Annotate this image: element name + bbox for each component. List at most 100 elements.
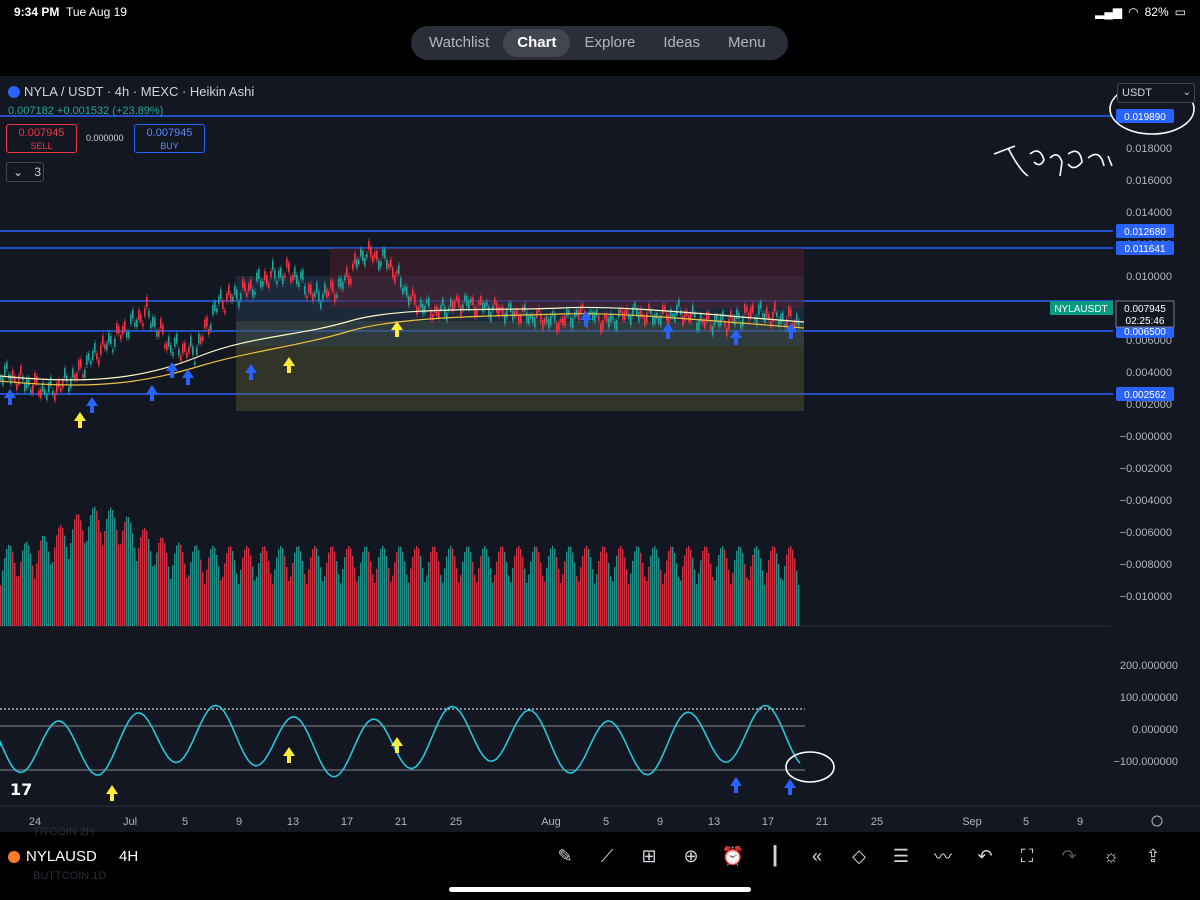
candle: [404, 285, 406, 292]
price-change: 0.007182 +0.001532 (+23.89%): [8, 105, 164, 117]
undo-icon[interactable]: ↶: [977, 845, 993, 866]
volume-bar: [496, 561, 498, 626]
settings-icon[interactable]: ☰: [892, 845, 910, 866]
volume-bar: [52, 562, 54, 626]
volume-bar: [724, 549, 726, 626]
volume-bar: [194, 545, 196, 626]
candles-icon[interactable]: ┃: [769, 845, 781, 866]
candle: [452, 301, 454, 312]
candle: [796, 314, 798, 324]
volume-bar: [686, 548, 688, 626]
volume-bar: [206, 569, 208, 626]
volume-bar: [134, 547, 136, 626]
candle: [16, 384, 18, 391]
time-tick-label: 9: [657, 816, 663, 828]
yellow-signal-arrow: [74, 412, 86, 428]
rewind-icon[interactable]: «: [811, 845, 822, 866]
sell-button[interactable]: 0.007945 SELL: [6, 124, 77, 153]
volume-bar: [288, 580, 290, 626]
candle: [340, 277, 342, 288]
buy-button[interactable]: 0.007945 BUY: [134, 124, 205, 153]
candle: [574, 311, 576, 318]
symbol-switcher[interactable]: NYLAUSD: [8, 848, 97, 865]
share-icon[interactable]: ⇪: [1145, 845, 1161, 866]
candle: [710, 325, 712, 331]
candle: [178, 349, 180, 356]
candle: [514, 311, 516, 318]
redo-icon[interactable]: ↷: [1061, 845, 1077, 866]
volume-bar: [384, 548, 386, 626]
chart-area[interactable]: 0.0180000.0160000.0140000.0120000.010000…: [0, 76, 1200, 832]
volume-bar: [324, 576, 326, 626]
volume-bar: [600, 551, 602, 626]
volume-bar: [254, 580, 256, 626]
candle: [726, 328, 728, 336]
volume-bar: [760, 558, 762, 626]
chart-style-icon[interactable]: 〰: [934, 847, 952, 867]
candle: [428, 297, 430, 307]
candle: [246, 292, 248, 297]
volume-bar: [20, 561, 22, 626]
candle: [448, 307, 450, 311]
volume-bar: [748, 580, 750, 626]
volume-bar: [76, 514, 78, 626]
coin-logo-icon: [8, 850, 20, 863]
tab-menu[interactable]: Menu: [728, 34, 766, 51]
candle: [68, 387, 70, 393]
candle: [438, 309, 440, 319]
candle: [560, 318, 562, 323]
volume-bar: [602, 546, 604, 626]
candle: [200, 336, 202, 344]
layers-icon[interactable]: ◇: [852, 845, 866, 866]
volume-bar: [136, 561, 138, 626]
candle: [218, 296, 220, 304]
candle: [556, 323, 558, 334]
tab-explore[interactable]: Explore: [584, 34, 636, 51]
candle: [20, 365, 22, 375]
volume-bar: [646, 580, 648, 626]
tab-watchlist[interactable]: Watchlist: [429, 34, 490, 51]
volume-bar: [774, 547, 776, 626]
candle: [510, 303, 512, 313]
fullscreen-icon[interactable]: ⛶: [1020, 845, 1034, 866]
tab-ideas[interactable]: Ideas: [663, 34, 701, 51]
level-tag: [1116, 224, 1174, 238]
time-tick-label: 9: [1077, 816, 1083, 828]
grid-icon[interactable]: ⊞: [641, 845, 657, 866]
volume-bar: [190, 562, 192, 626]
candle: [216, 307, 218, 313]
interval-button[interactable]: 4H: [119, 848, 139, 865]
candle: [632, 306, 634, 317]
candle: [152, 316, 154, 327]
alarm-icon[interactable]: ⏰: [721, 845, 745, 866]
candle: [300, 271, 302, 279]
price-tick-label: 0.002000: [1126, 399, 1172, 411]
volume-bar: [500, 546, 502, 626]
volume-bar: [710, 563, 712, 626]
volume-bar: [518, 546, 520, 626]
candle: [0, 377, 2, 380]
candle: [706, 312, 708, 322]
candle: [420, 299, 422, 308]
price-chart[interactable]: 0.0180000.0160000.0140000.0120000.010000…: [0, 76, 1200, 832]
trend-icon[interactable]: ⟋: [600, 845, 614, 866]
currency-select[interactable]: USDT ⌄: [1117, 83, 1195, 103]
indicator-toggle[interactable]: ⌄ 3: [6, 162, 44, 182]
candle: [342, 282, 344, 290]
candle: [412, 288, 414, 296]
buy-signal-arrow: [785, 323, 797, 339]
volume-bar: [138, 548, 140, 626]
symbol-title[interactable]: NYLA / USDT · 4h · MEXC · Heikin Ashi: [8, 84, 254, 99]
plus-icon[interactable]: ⊕: [683, 845, 699, 866]
candle: [550, 315, 552, 325]
volume-bar: [394, 562, 396, 626]
candle: [10, 374, 12, 385]
brush-icon[interactable]: ✎: [557, 845, 573, 866]
volume-bar: [404, 561, 406, 626]
candle: [176, 333, 178, 344]
bulb-icon[interactable]: ☼: [1102, 845, 1120, 866]
tab-chart[interactable]: Chart: [503, 29, 571, 57]
volume-bar: [688, 546, 690, 626]
candle: [256, 272, 258, 282]
buy-signal-arrow: [784, 779, 796, 795]
